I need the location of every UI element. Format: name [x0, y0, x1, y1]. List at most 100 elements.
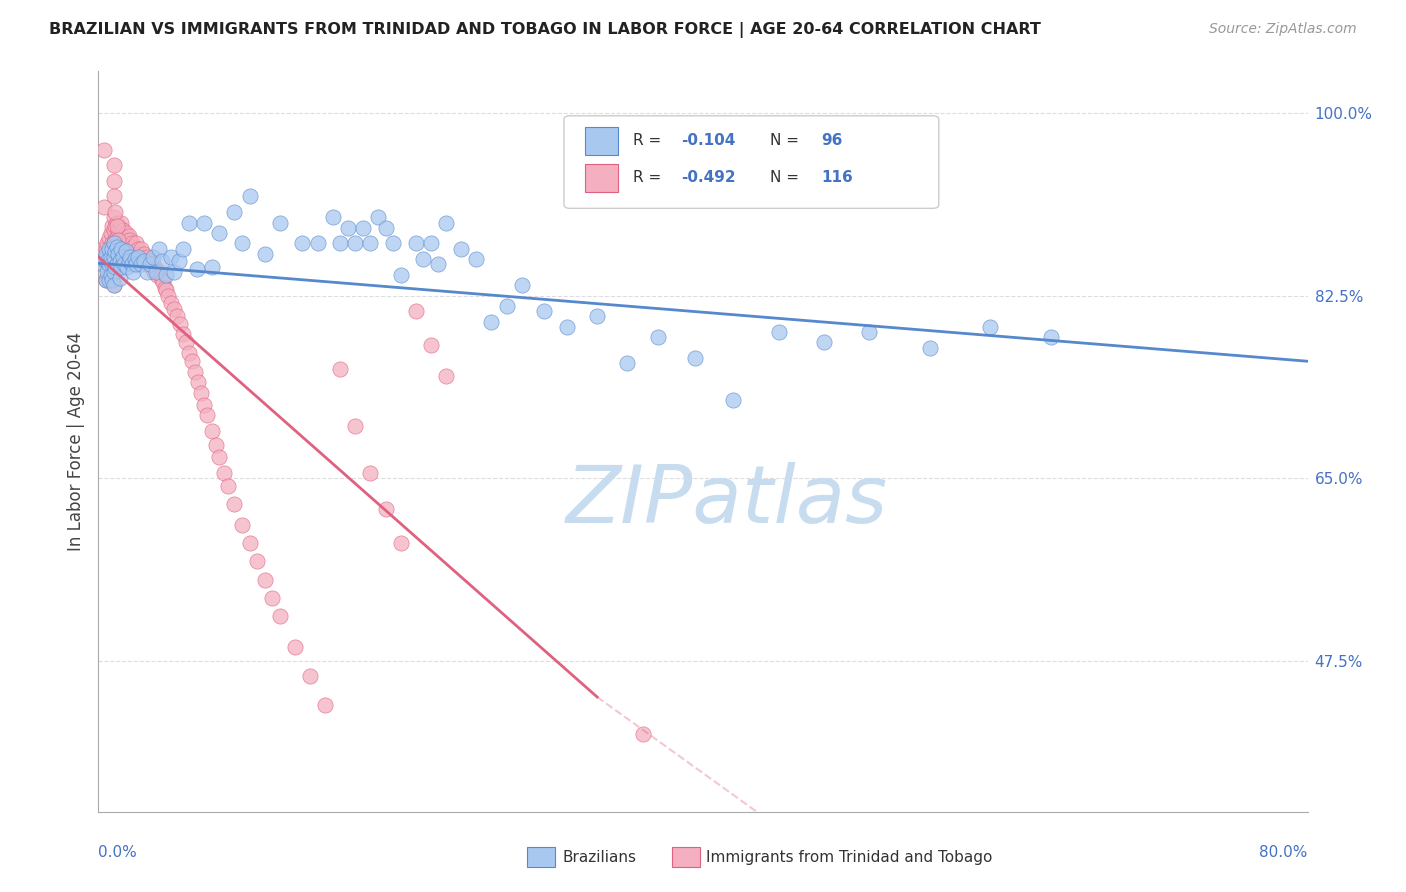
Point: [114, 244, 136, 258]
Point: [125, 236, 148, 251]
Point: [201, 424, 224, 438]
Point: [96, 268, 118, 282]
Point: [291, 236, 314, 251]
Point: [103, 236, 125, 251]
Point: [322, 211, 344, 225]
Point: [208, 450, 231, 465]
Point: [128, 247, 150, 261]
Point: [389, 268, 412, 282]
Point: [205, 438, 228, 452]
Point: [108, 236, 131, 251]
Point: [96, 252, 118, 266]
Point: [150, 273, 173, 287]
Point: [105, 219, 128, 233]
Point: [124, 252, 146, 266]
Point: [329, 361, 352, 376]
Point: [118, 254, 141, 268]
Point: [103, 264, 125, 278]
Point: [111, 223, 134, 237]
Point: [100, 257, 122, 271]
Point: [352, 220, 374, 235]
Point: [152, 275, 174, 289]
Point: [105, 247, 128, 261]
Point: [115, 233, 138, 247]
Point: [104, 244, 127, 258]
Point: [253, 573, 276, 587]
Text: R =: R =: [633, 170, 666, 186]
Point: [107, 239, 129, 253]
Point: [110, 216, 132, 230]
Point: [142, 250, 165, 264]
Point: [212, 466, 235, 480]
Text: 96: 96: [821, 134, 842, 148]
Point: [631, 726, 654, 740]
Point: [124, 244, 146, 258]
Point: [150, 254, 173, 268]
Text: ZIPatlas: ZIPatlas: [567, 462, 889, 540]
Point: [142, 257, 165, 271]
Point: [98, 231, 121, 245]
Point: [101, 273, 124, 287]
Point: [94, 273, 117, 287]
Point: [94, 273, 117, 287]
Point: [146, 268, 169, 282]
Point: [129, 257, 152, 271]
Point: [101, 236, 124, 251]
Point: [136, 257, 159, 271]
Point: [98, 247, 121, 261]
Point: [103, 278, 125, 293]
Point: [918, 341, 941, 355]
Point: [125, 257, 148, 271]
Text: 80.0%: 80.0%: [1260, 845, 1308, 860]
Point: [193, 398, 215, 412]
Point: [155, 268, 177, 282]
Point: [141, 260, 163, 275]
Point: [533, 304, 555, 318]
Point: [120, 233, 142, 247]
Point: [181, 354, 204, 368]
Bar: [585, 127, 619, 155]
Point: [163, 302, 186, 317]
Text: Brazilians: Brazilians: [562, 850, 637, 864]
Point: [121, 250, 143, 264]
Point: [616, 356, 638, 370]
Point: [224, 497, 246, 511]
Point: [105, 257, 128, 271]
Point: [93, 252, 115, 266]
Point: [299, 669, 322, 683]
Point: [105, 239, 128, 253]
Point: [114, 226, 136, 240]
Point: [101, 219, 124, 233]
Point: [114, 242, 136, 256]
Point: [111, 239, 134, 253]
Point: [269, 216, 291, 230]
Point: [374, 502, 396, 516]
Text: Source: ZipAtlas.com: Source: ZipAtlas.com: [1209, 22, 1357, 37]
Point: [768, 325, 790, 339]
Point: [510, 278, 533, 293]
Point: [111, 250, 134, 264]
Point: [103, 236, 125, 251]
Point: [103, 158, 125, 172]
Point: [721, 392, 744, 407]
Point: [155, 283, 177, 297]
FancyBboxPatch shape: [564, 116, 939, 209]
Point: [434, 216, 457, 230]
Point: [382, 236, 405, 251]
Point: [103, 223, 125, 237]
Point: [107, 247, 129, 261]
Point: [129, 242, 152, 256]
Point: [208, 226, 231, 240]
Point: [127, 250, 149, 264]
Point: [262, 591, 284, 605]
Point: [586, 310, 609, 324]
Point: [174, 335, 197, 350]
Point: [107, 223, 129, 237]
Point: [118, 229, 141, 244]
Point: [427, 257, 450, 271]
Point: [405, 236, 427, 251]
Point: [419, 337, 441, 351]
Point: [195, 409, 218, 423]
Point: [96, 264, 118, 278]
Point: [163, 264, 186, 278]
